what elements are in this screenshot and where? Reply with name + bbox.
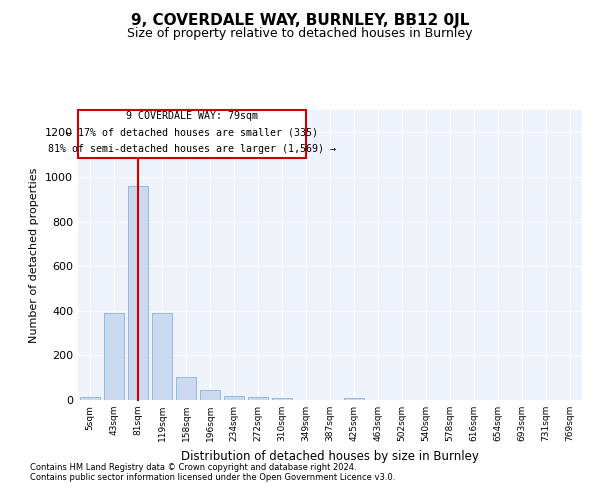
Bar	[104, 313, 124, 400]
Bar	[152, 313, 172, 400]
Bar	[128, 186, 148, 400]
Text: 9 COVERDALE WAY: 79sqm: 9 COVERDALE WAY: 79sqm	[126, 112, 258, 122]
Bar	[344, 398, 364, 400]
Text: Contains public sector information licensed under the Open Government Licence v3: Contains public sector information licen…	[30, 474, 395, 482]
Bar	[248, 397, 268, 400]
Text: 81% of semi-detached houses are larger (1,569) →: 81% of semi-detached houses are larger (…	[48, 144, 336, 154]
Bar	[224, 396, 244, 400]
Bar	[200, 390, 220, 400]
Text: 9, COVERDALE WAY, BURNLEY, BB12 0JL: 9, COVERDALE WAY, BURNLEY, BB12 0JL	[131, 12, 469, 28]
Bar	[176, 376, 196, 400]
Bar	[272, 398, 292, 400]
Text: Size of property relative to detached houses in Burnley: Size of property relative to detached ho…	[127, 28, 473, 40]
FancyBboxPatch shape	[78, 110, 306, 158]
Text: ← 17% of detached houses are smaller (335): ← 17% of detached houses are smaller (33…	[66, 128, 318, 138]
Text: Contains HM Land Registry data © Crown copyright and database right 2024.: Contains HM Land Registry data © Crown c…	[30, 462, 356, 471]
X-axis label: Distribution of detached houses by size in Burnley: Distribution of detached houses by size …	[181, 450, 479, 462]
Y-axis label: Number of detached properties: Number of detached properties	[29, 168, 40, 342]
Bar	[80, 396, 100, 400]
